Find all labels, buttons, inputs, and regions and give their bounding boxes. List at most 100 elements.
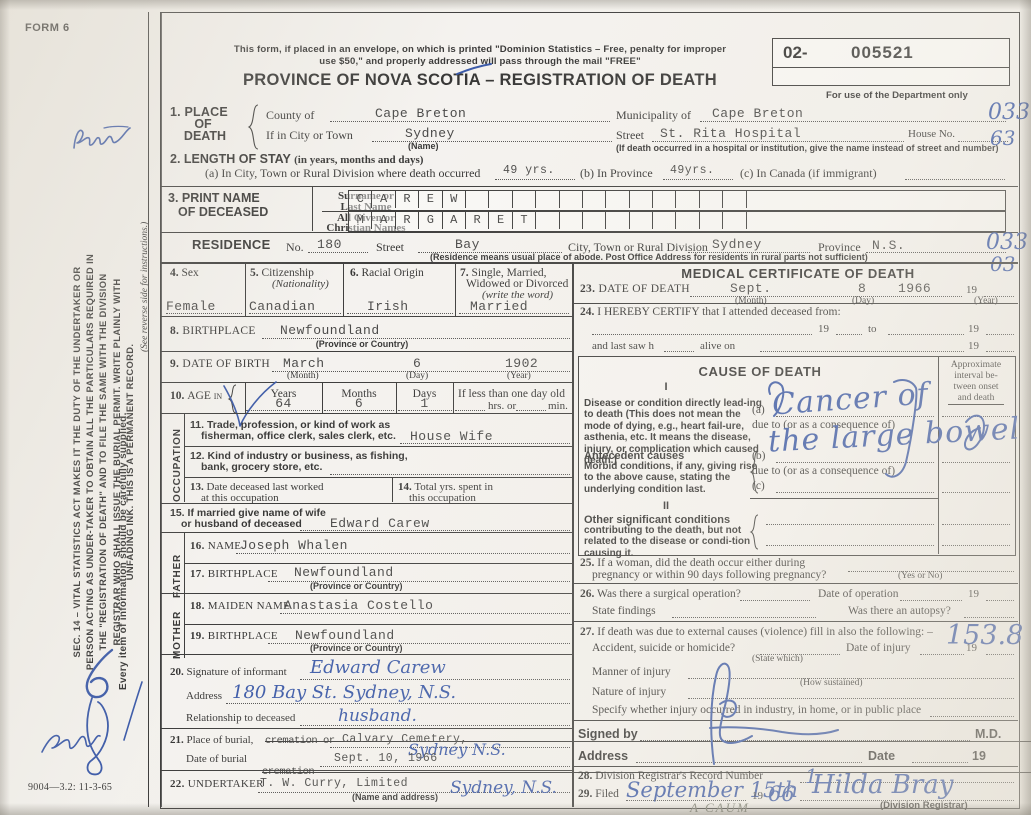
residence-no-label: No. (286, 240, 304, 254)
residence-sublabel: (Residence means usual place of abode. P… (430, 252, 868, 262)
father-birthplace-value: Newfoundland (294, 565, 394, 580)
street-sublabel: (If death occurred in a hospital or inst… (616, 143, 999, 153)
given-name-letter: G (426, 213, 434, 227)
marital-status-value: Married (470, 299, 529, 314)
section-22-label: 22. UNDERTAKER (170, 778, 264, 790)
birth-year-sublabel: (Year) (507, 371, 531, 381)
surname-cell: C (349, 191, 373, 208)
part-two-numeral: II (662, 500, 670, 512)
given-name-cell: M (349, 212, 373, 229)
municipality-label: Municipality of (616, 108, 691, 122)
cause-line-a-label: (a) (752, 404, 765, 416)
section-20-label: 20. Signature of informant (170, 666, 287, 678)
margin-code-5: 153.8 (946, 620, 1024, 651)
printer-code-label: 9004—3.2: 11-3-65 (28, 782, 113, 793)
md-date-label: Date (868, 749, 896, 763)
father-side-label: FATHER (172, 553, 183, 598)
form-number-label: FORM 6 (25, 22, 70, 34)
surname-cell (583, 191, 607, 208)
citizenship-value: Canadian (249, 299, 316, 314)
undertaker-value: T. W. Curry, Limited (260, 777, 409, 790)
section-15-label-line2: or husband of deceased (181, 518, 302, 530)
given-name-letter: R (403, 213, 411, 227)
surname-letter: R (403, 192, 411, 206)
age-less-than-day-label: If less than one day old (458, 388, 565, 400)
section-6-label: 6. Racial Origin (350, 267, 424, 279)
surname-letter: W (450, 192, 458, 206)
death-month-value: Sept. (730, 281, 772, 296)
age-hrs-label: hrs. or (488, 400, 517, 412)
surname-cell: E (419, 191, 443, 208)
section-24-alive-year: 19 (968, 340, 979, 352)
racial-origin-value: Irish (367, 299, 409, 314)
section-23-label: 23. DATE OF DEATH (580, 283, 690, 295)
md-signature-flourish (709, 662, 839, 765)
md-label: M.D. (975, 727, 1002, 741)
surname-cell (606, 191, 630, 208)
surname-cell: R (396, 191, 420, 208)
surname-cell (560, 191, 583, 208)
section-19-label: 19. BIRTHPLACE (190, 630, 278, 642)
brace-part-two (749, 514, 759, 550)
section-1-label-death: DEATH (183, 129, 227, 143)
section-24-label: 24. I HEREBY CERTIFY that I attended dec… (580, 306, 841, 318)
section-11-label-line2: fisherman, office clerk, sales clerk, et… (201, 430, 396, 442)
section-20-address-label: Address (186, 690, 223, 702)
surname-letter: C (356, 192, 364, 206)
interval-header-line1: Approximate (950, 360, 1002, 370)
given-name-letter: M (356, 213, 364, 227)
street-value: St. Rita Hospital (660, 126, 802, 141)
residence-street-label: Street (376, 240, 404, 254)
section-8-sublabel: (Province or Country) (315, 339, 409, 349)
section-25-label-line1: 25. If a woman, did the death occur eith… (580, 557, 806, 569)
informant-relationship-value: husband. (338, 706, 417, 726)
given-name-letter: R (473, 213, 481, 227)
father-name-value: Joseph Whalen (240, 538, 348, 553)
given-name-cell (606, 212, 630, 229)
county-value: Cape Breton (375, 106, 467, 121)
section-17-label: 17. BIRTHPLACE (190, 568, 278, 580)
division-registrar-signature: Hilda Bray (812, 770, 954, 800)
section-18-label: 18. MAIDEN NAME (190, 600, 291, 612)
sex-value: Female (166, 299, 216, 314)
death-day-sublabel: (Day) (852, 296, 875, 306)
margin-signature-top-left (73, 125, 131, 149)
city-or-town-value: Sydney (405, 126, 455, 141)
section-27-accident-label: Accident, suicide or homicide? (592, 642, 736, 654)
brace-place-of-death (247, 104, 259, 150)
residence-province-value: N.S. (872, 238, 906, 253)
surname-cell (630, 191, 654, 208)
surname-cell (700, 191, 724, 208)
md-address-label: Address (578, 749, 629, 763)
given-name-cell (700, 212, 724, 229)
section-20-relationship-label: Relationship to deceased (186, 712, 296, 724)
death-year-value: 1966 (898, 281, 932, 296)
given-name-cell: A (372, 212, 396, 229)
section-2b-value: 49yrs. (670, 164, 715, 177)
city-name-sublabel: (Name) (408, 141, 439, 151)
given-name-letter: A (450, 213, 458, 227)
given-name-cell (676, 212, 700, 229)
given-name-letter: E (496, 213, 505, 227)
given-name-cell (653, 212, 677, 229)
given-name-cell: R (466, 212, 490, 229)
registration-prefix: 02- (783, 43, 808, 62)
section-25-label-line2: pregnancy or within 90 days following pr… (592, 569, 827, 581)
section-9-label: 9. DATE OF BIRTH (170, 358, 270, 370)
surname-cell: W (443, 191, 466, 208)
cause-line-b-label: (b) (752, 450, 766, 462)
given-name-cell: R (396, 212, 420, 229)
mother-maiden-name-value: Anastasia Costello (284, 598, 434, 613)
surname-cell (676, 191, 700, 208)
section-16-label: 16. NAME (190, 540, 242, 552)
filed-year-prefix: 19 (752, 790, 763, 802)
informant-address-value: 180 Bay St. Sydney, N.S. (232, 682, 457, 703)
section-26-year-prefix: 19 (968, 588, 979, 600)
mother-side-label-wrap: MOTHER (170, 597, 184, 659)
section-3-label-line1: 3. PRINT NAME (168, 191, 260, 205)
given-name-cell: A (443, 212, 466, 229)
residence-street-value: Bay (455, 237, 480, 252)
